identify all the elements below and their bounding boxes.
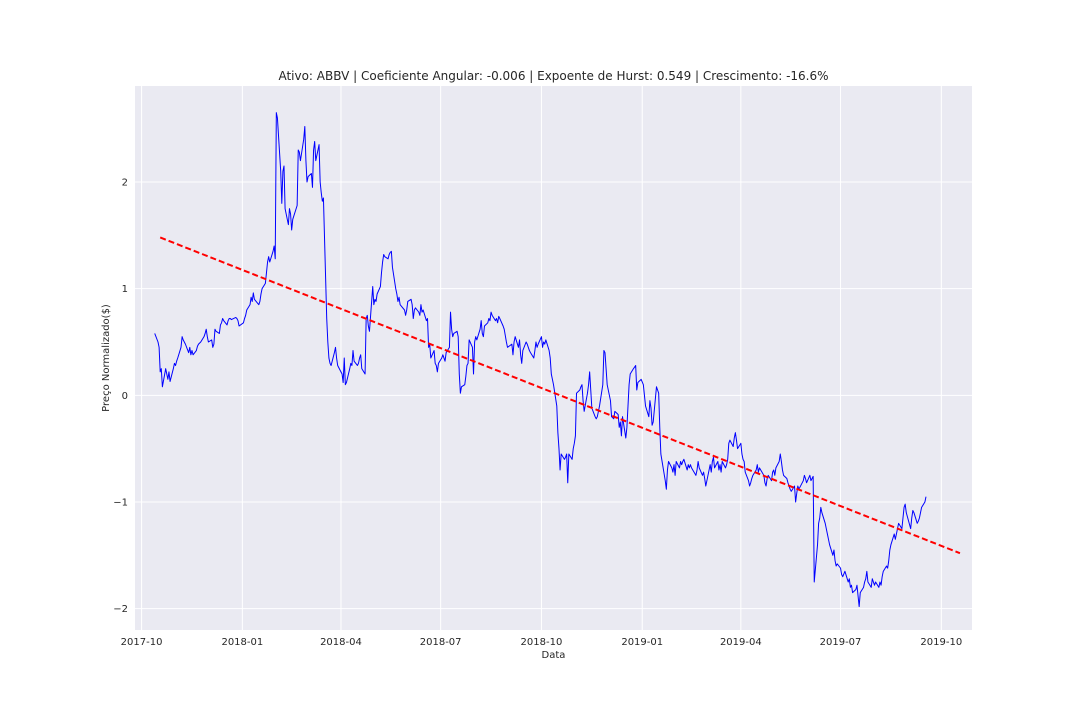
x-axis-ticks: 2017-10 2018-01 2018-04 2018-07 2018-10 2019-… — [121, 637, 963, 648]
y-tick-label: −1 — [113, 498, 128, 509]
x-tick-label: 2018-07 — [420, 637, 462, 648]
x-tick-label: 2019-04 — [720, 637, 762, 648]
x-tick-label: 2017-10 — [121, 637, 163, 648]
x-tick-label: 2019-10 — [920, 637, 962, 648]
y-axis-ticks: −2 −1 0 1 2 — [113, 178, 128, 616]
plot-area — [135, 86, 972, 630]
x-axis-label: Data — [542, 650, 566, 661]
x-tick-label: 2018-10 — [521, 637, 563, 648]
y-tick-label: 0 — [122, 391, 128, 402]
y-tick-label: 2 — [122, 178, 128, 189]
x-tick-label: 2019-07 — [820, 637, 862, 648]
trend-line — [159, 236, 961, 555]
y-axis-label: Preço Normalizado($) — [101, 304, 112, 412]
x-tick-label: 2018-04 — [320, 637, 362, 648]
series-layer — [154, 112, 961, 608]
y-tick-label: 1 — [122, 284, 128, 295]
y-tick-label: −2 — [113, 604, 128, 615]
chart-title: Ativo: ABBV | Coeficiente Angular: -0.00… — [278, 69, 828, 83]
x-tick-label: 2018-01 — [221, 637, 263, 648]
x-tick-label: 2019-01 — [621, 637, 663, 648]
